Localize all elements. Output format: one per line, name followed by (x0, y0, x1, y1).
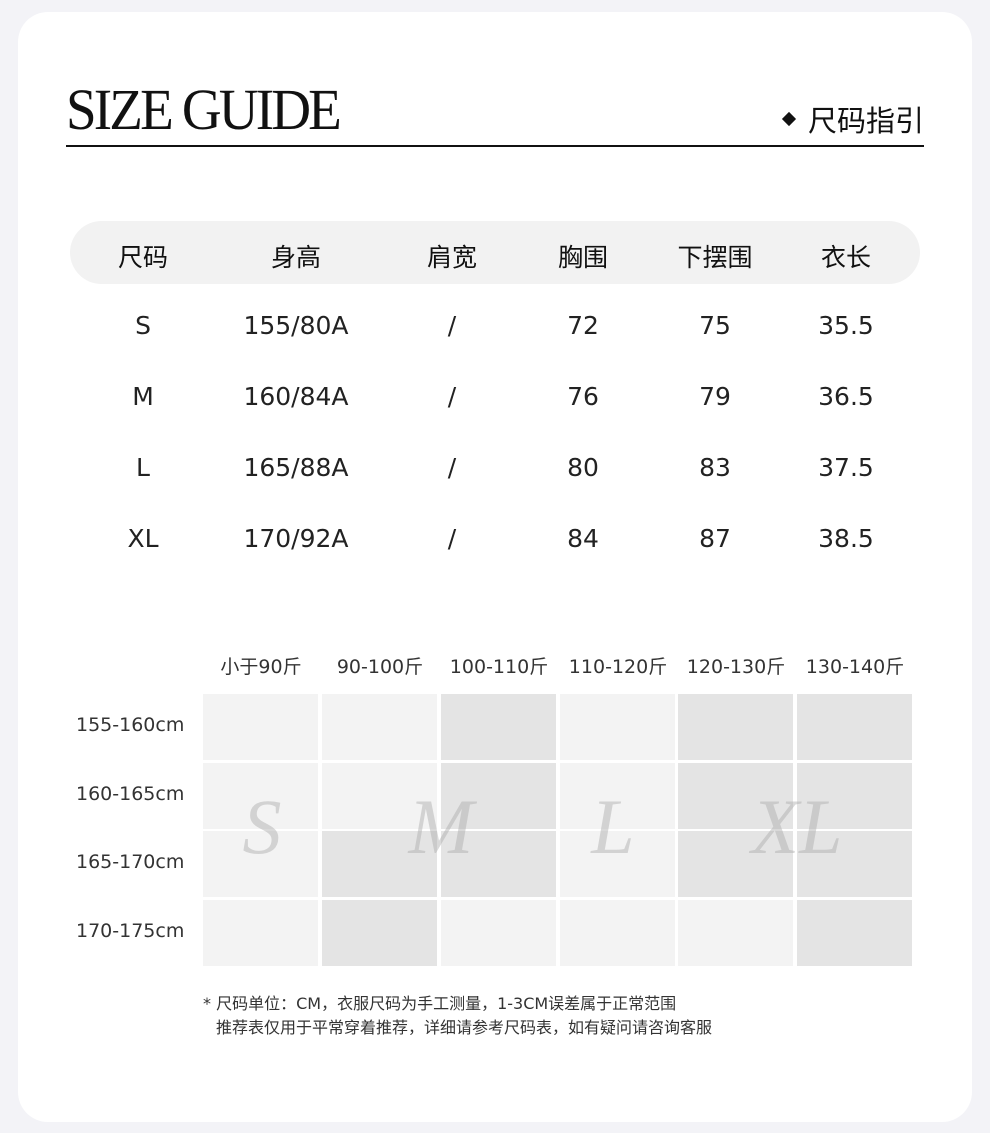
height-label: 170-175cm (76, 920, 185, 942)
grid-cell (797, 831, 912, 897)
size-letter: M (408, 783, 474, 870)
table-cell: 79 (699, 382, 731, 411)
grid-cell (203, 900, 318, 966)
height-label: 165-170cm (76, 851, 185, 873)
table-cell: / (447, 524, 457, 553)
table-cell: XL (127, 524, 159, 553)
table-cell: M (132, 382, 154, 411)
grid-cell (797, 900, 912, 966)
weight-label: 110-120斤 (568, 656, 668, 678)
table-cell: 37.5 (818, 453, 874, 482)
grid-cell (441, 831, 556, 897)
column-header: 肩宽 (426, 243, 477, 272)
grid-cell (441, 763, 556, 829)
table-cell: 75 (699, 311, 731, 340)
height-label: 160-165cm (76, 783, 185, 805)
weight-label: 120-130斤 (686, 656, 786, 678)
column-header: 尺码 (117, 243, 168, 272)
table-cell: / (447, 311, 457, 340)
table-cell: L (136, 453, 150, 482)
table-cell: 84 (567, 524, 599, 553)
grid-cell (797, 763, 912, 829)
column-header: 衣长 (820, 243, 871, 272)
grid-cell (322, 763, 437, 829)
page-title: SIZE GUIDE (66, 77, 342, 142)
page-subtitle: 尺码指引 (781, 98, 924, 140)
table-cell: 76 (567, 382, 599, 411)
grid-cell (441, 900, 556, 966)
grid-cell (678, 831, 793, 897)
column-header: 身高 (270, 243, 321, 272)
grid-cell (560, 900, 675, 966)
grid-cell (678, 763, 793, 829)
grid-cell (797, 694, 912, 760)
column-header: 胸围 (557, 243, 608, 272)
grid-cell (203, 763, 318, 829)
grid-cell (203, 694, 318, 760)
table-header (70, 221, 920, 284)
grid-cell (560, 694, 675, 760)
size-letter: L (591, 783, 635, 870)
table-cell: 170/92A (243, 524, 349, 553)
grid-cell (322, 694, 437, 760)
weight-label: 90-100斤 (336, 656, 424, 678)
table-cell: 35.5 (818, 311, 874, 340)
table-cell: 72 (567, 311, 599, 340)
height-label: 155-160cm (76, 714, 185, 736)
grid-cell (678, 900, 793, 966)
diamond-icon (781, 111, 797, 127)
grid-cell (322, 900, 437, 966)
weight-label: 100-110斤 (449, 656, 549, 678)
grid-cell (560, 763, 675, 829)
table-cell: 87 (699, 524, 731, 553)
size-letter: S (242, 783, 282, 870)
weight-label: 130-140斤 (805, 656, 905, 678)
grid-cell (322, 831, 437, 897)
table-cell: / (447, 453, 457, 482)
note-line-2: 推荐表仅用于平常穿着推荐，详细请参考尺码表，如有疑问请咨询客服 (216, 1018, 713, 1037)
weight-label: 小于90斤 (220, 656, 302, 678)
table-cell: 38.5 (818, 524, 874, 553)
table-cell: 160/84A (243, 382, 349, 411)
grid-cell (441, 694, 556, 760)
table-cell: 155/80A (243, 311, 349, 340)
table-cell: 83 (699, 453, 731, 482)
grid-cell (678, 694, 793, 760)
size-letter: XL (751, 783, 843, 870)
subtitle-text: 尺码指引 (807, 104, 924, 138)
table-cell: / (447, 382, 457, 411)
note-line-1: * 尺码单位：CM，衣服尺码为手工测量，1-3CM误差属于正常范围 (203, 994, 677, 1013)
grid-cell (203, 831, 318, 897)
table-cell: 165/88A (243, 453, 349, 482)
column-header: 下摆围 (677, 243, 753, 272)
divider (66, 145, 924, 147)
table-cell: 36.5 (818, 382, 874, 411)
table-cell: 80 (567, 453, 599, 482)
grid-cell (560, 831, 675, 897)
table-cell: S (135, 311, 151, 340)
